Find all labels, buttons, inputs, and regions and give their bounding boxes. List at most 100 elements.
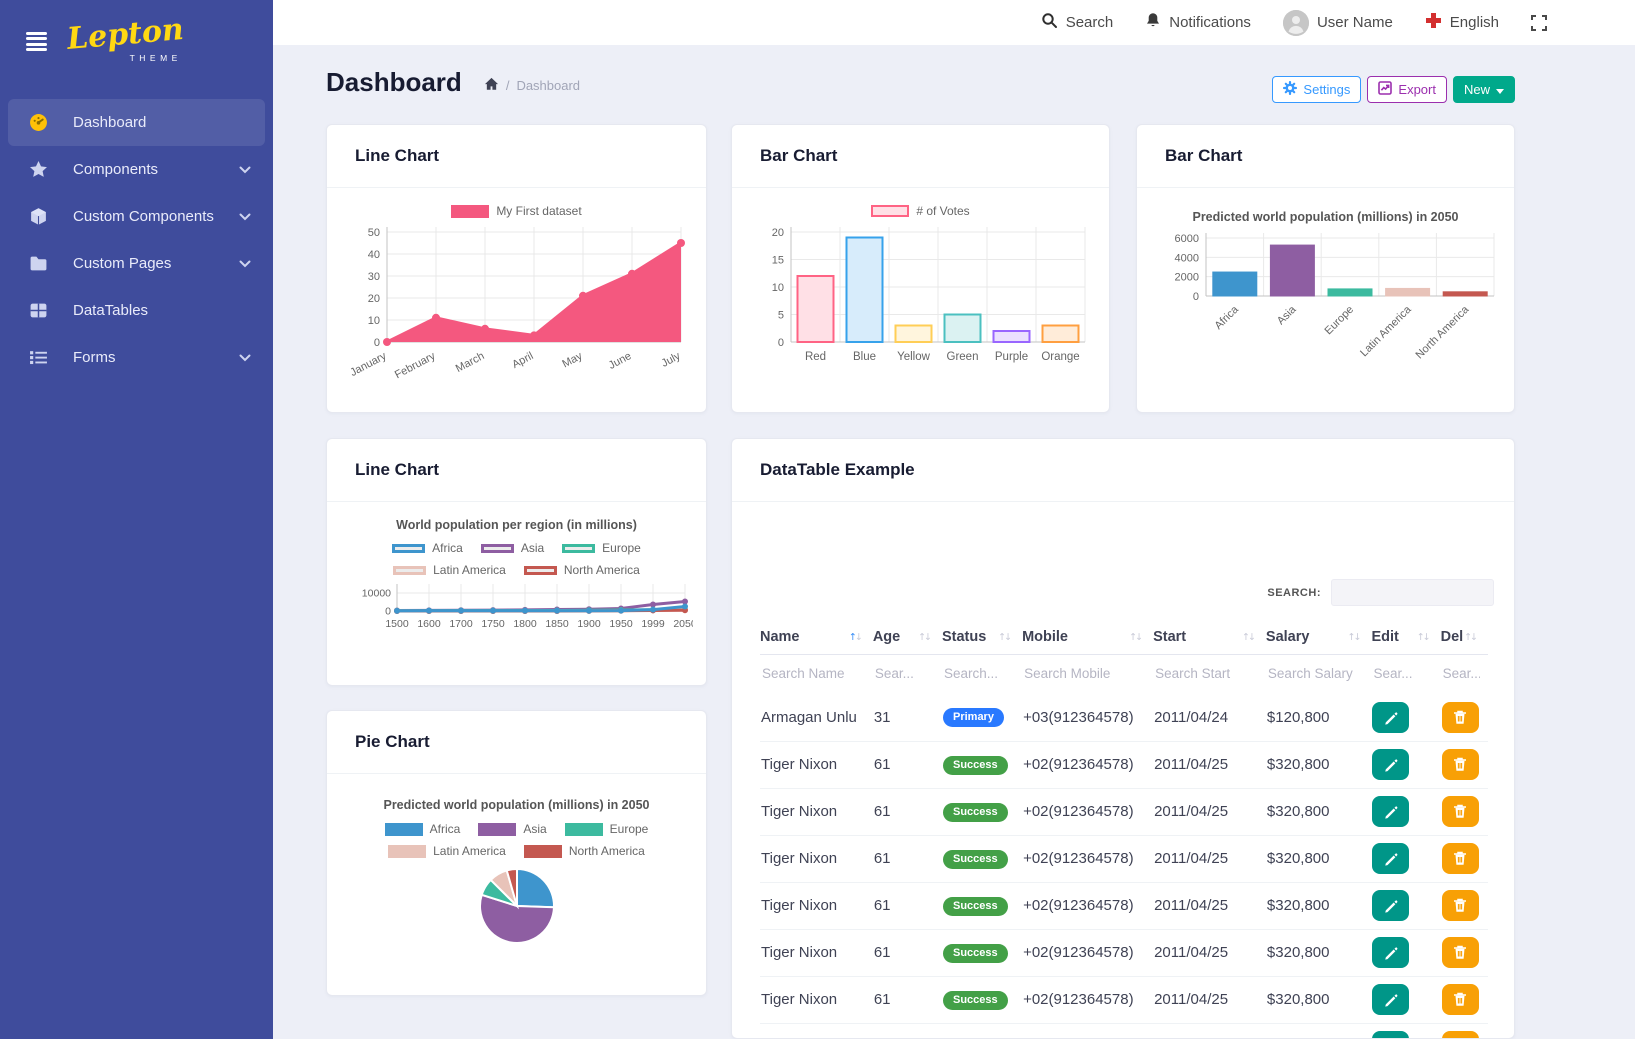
chevron-down-icon [239,255,251,272]
delete-button[interactable] [1441,937,1479,968]
filter-input-name[interactable] [760,665,864,682]
logo[interactable]: Lepton THEME [66,12,185,63]
cell-start: 2011/04/25 [1153,788,1266,836]
legend-item[interactable]: Africa [392,541,463,555]
edit-button[interactable] [1372,796,1410,827]
legend-item[interactable]: North America [523,563,640,577]
svg-text:Blue: Blue [852,351,875,363]
svg-text:0: 0 [777,337,783,349]
cell-del [1440,929,1488,977]
filter-input-age[interactable] [872,665,935,682]
topbar-search[interactable]: Search [1041,12,1113,33]
bar-chart-card-2: Bar Chart Predicted world population (mi… [1136,124,1515,413]
legend-item[interactable]: Latin America [393,563,506,577]
delete-button[interactable] [1441,984,1479,1015]
fullscreen-icon[interactable] [1531,14,1547,31]
cell-name: Tiger Nixon [760,882,873,930]
sidebar-item-dashboard[interactable]: Dashboard [8,99,265,146]
column-header-status[interactable]: Status ↑↓ [942,620,1022,655]
filter-input-mobile[interactable] [1022,665,1143,682]
sidebar-item-custom-pages[interactable]: Custom Pages [8,240,265,287]
delete-button[interactable] [1441,890,1479,921]
edit-button[interactable] [1372,749,1410,780]
cell-edit [1371,976,1441,1024]
filter-input-del[interactable] [1440,665,1482,682]
svg-text:June: June [606,350,633,372]
filter-input-status[interactable] [941,665,1015,682]
edit-button[interactable] [1372,937,1410,968]
column-header-name[interactable]: Name ↑↓ [760,620,873,655]
column-header-mobile[interactable]: Mobile ↑↓ [1022,620,1153,655]
edit-button[interactable] [1372,843,1410,874]
cell-salary: $120,800 [1265,694,1372,742]
column-header-start[interactable]: Start ↑↓ [1153,620,1266,655]
bar-chart-canvas: 0 5 10 15 20 Red Blue Yellow Green Purple Orange [771,227,1085,363]
chevron-down-icon [239,161,251,178]
cell-status: Success [941,835,1023,883]
legend-swatch [388,844,427,858]
legend-item[interactable]: North America [523,844,645,858]
sidebar-item-components[interactable]: Components [8,146,265,193]
sidebar-item-label: Components [73,161,159,178]
legend-item[interactable]: Asia [480,541,544,555]
edit-button[interactable] [1372,1031,1410,1038]
export-button[interactable]: Export [1367,76,1447,103]
column-header-del[interactable]: Del ↑↓ [1441,620,1488,655]
column-label: Status [941,629,987,645]
delete-button[interactable] [1441,1031,1479,1038]
delete-button[interactable] [1441,843,1479,874]
column-header-salary[interactable]: Salary ↑↓ [1266,620,1372,655]
edit-button[interactable] [1372,701,1410,733]
cell-salary: $320,800 [1265,835,1372,883]
svg-text:10: 10 [367,315,379,327]
sidebar-item-forms[interactable]: Forms [8,334,265,381]
legend-item[interactable]: My First dataset [451,204,582,218]
delete-button[interactable] [1441,749,1479,780]
data-table: Name ↑↓ Age ↑↓ Status ↑↓ Mobile ↑↓ Start ↑↓ Salary… [760,620,1488,1038]
home-icon[interactable] [484,77,499,94]
filter-input-edit[interactable] [1371,665,1434,682]
cell-mobile: +02(912364578) [1022,882,1154,930]
legend-label: Asia [523,822,547,836]
table-search-input[interactable] [1331,579,1494,606]
sidebar-item-datatables[interactable]: DataTables [8,287,265,334]
cell-name: Tiger Nixon [760,835,873,883]
cell-age: 31 [872,694,942,742]
svg-text:1750: 1750 [481,618,505,630]
edit-button[interactable] [1372,984,1410,1015]
legend-item[interactable]: Africa [384,822,460,836]
settings-button[interactable]: Settings [1272,76,1362,103]
legend-item[interactable]: Europe [562,541,641,555]
legend-item[interactable]: # of Votes [871,204,970,218]
svg-text:30: 30 [367,271,379,283]
new-button[interactable]: New [1452,76,1515,103]
chart-export-icon [1378,81,1393,98]
delete-button[interactable] [1441,796,1479,827]
legend-swatch [564,822,603,836]
edit-button[interactable] [1372,890,1410,921]
topbar-notifications[interactable]: Notifications [1145,12,1251,33]
legend-item[interactable]: Latin America [388,844,506,858]
svg-text:Europe: Europe [1322,304,1356,338]
delete-button[interactable] [1441,701,1479,733]
filter-input-start[interactable] [1153,665,1257,682]
menu-toggle-icon[interactable] [26,28,47,55]
legend-item[interactable]: Europe [564,822,648,836]
topbar-user-menu[interactable]: User Name [1282,9,1393,36]
sidebar-item-custom-components[interactable]: Custom Components [8,193,265,240]
svg-text:20: 20 [771,227,783,239]
caret-down-icon [1496,82,1504,97]
cell-salary: $320,800 [1265,882,1372,930]
svg-text:North America: North America [1413,303,1471,361]
cell-salary: $320,800 [1265,788,1372,836]
column-header-age[interactable]: Age ↑↓ [873,620,942,655]
legend-label: My First dataset [496,204,582,218]
column-header-edit[interactable]: Edit ↑↓ [1371,620,1440,655]
filter-input-salary[interactable] [1265,665,1363,682]
topbar-language[interactable]: English [1425,12,1499,33]
legend-item[interactable]: Asia [478,822,547,836]
cell-age: 61 [872,788,942,836]
svg-text:1800: 1800 [513,618,537,630]
